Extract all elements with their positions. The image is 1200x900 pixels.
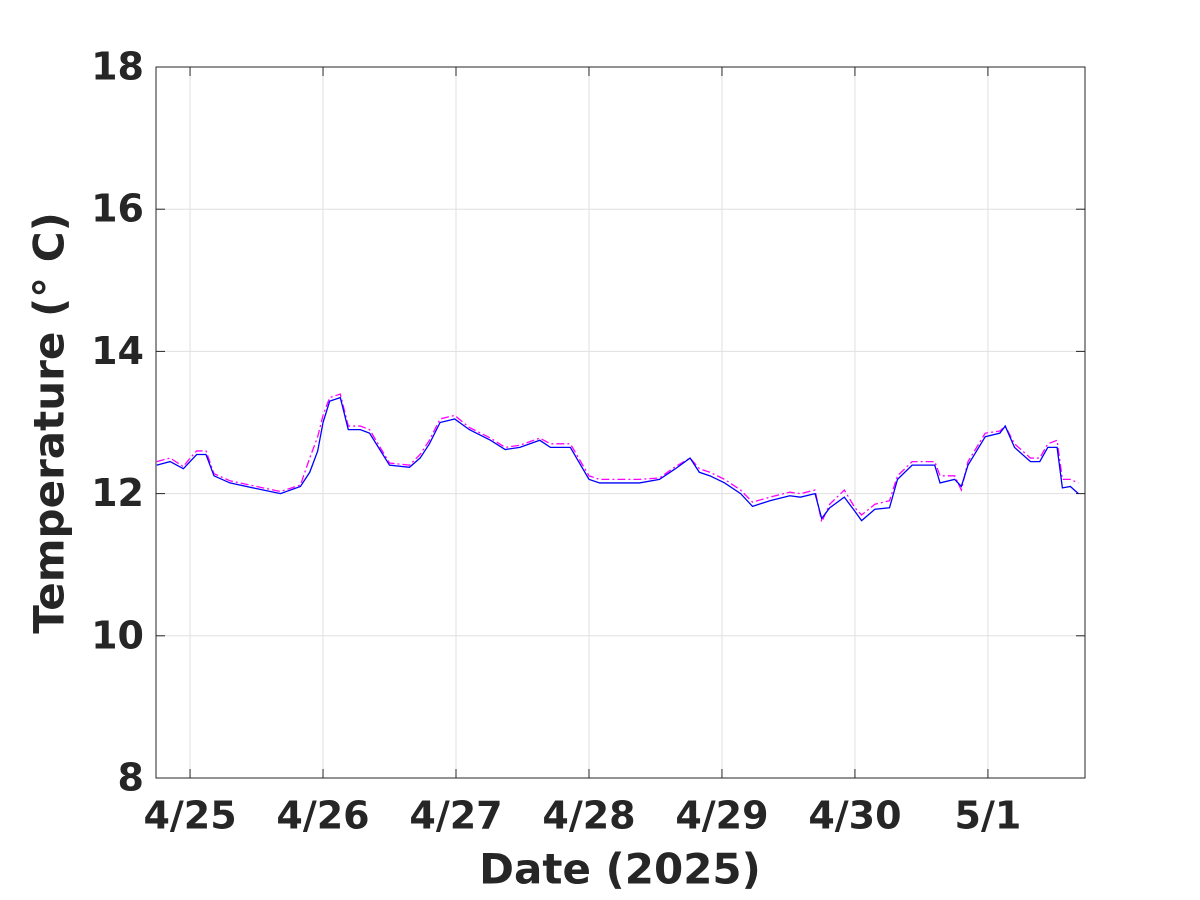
x-tick-label: 4/26: [276, 794, 369, 838]
plot-frame: [155, 66, 1086, 779]
data-line: [156, 393, 1079, 525]
y-tick-label: 10: [91, 613, 144, 657]
data-line: [156, 396, 1079, 522]
y-tick-label: 12: [91, 471, 144, 515]
x-tick-label: 4/28: [542, 794, 635, 838]
x-tick-label: 4/27: [409, 794, 502, 838]
x-tick-label: 5/1: [955, 794, 1022, 838]
y-tick-label: 14: [91, 329, 144, 373]
y-tick-label: 8: [118, 756, 144, 800]
x-tick-label: 4/25: [143, 794, 236, 838]
x-axis-label: Date (2025): [479, 845, 761, 894]
y-axis-label: Temperature (° C): [25, 212, 74, 634]
x-tick-label: 4/30: [808, 794, 901, 838]
y-tick-label: 18: [91, 45, 144, 89]
x-tick-label: 4/29: [675, 794, 768, 838]
y-tick-label: 16: [91, 187, 144, 231]
